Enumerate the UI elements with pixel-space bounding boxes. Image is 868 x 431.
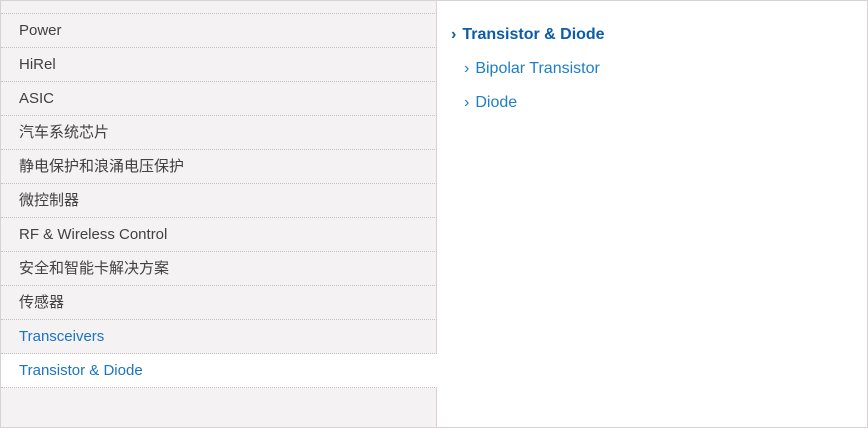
submenu-pane: › Transistor & Diode › Bipolar Transistor ›… — [437, 1, 867, 427]
left-menu-item-hirel[interactable]: HiRel — [1, 48, 437, 82]
left-menu-item-esd-surge[interactable]: 静电保护和浪涌电压保护 — [1, 150, 437, 184]
submenu-children: › Bipolar Transistor › Diode — [451, 58, 857, 113]
submenu-parent-label: Transistor & Diode — [462, 26, 605, 43]
category-left-pane: Power HiRel ASIC 汽车系统芯片 静电保护和浪涌电压保护 微控制器 RF & … — [1, 1, 437, 427]
left-pane-top-spacer — [1, 1, 437, 14]
left-menu-item-security-smartcard[interactable]: 安全和智能卡解决方案 — [1, 252, 437, 286]
submenu-child-label: Bipolar Transistor — [475, 60, 600, 77]
submenu-parent-link-transistor-diode[interactable]: › Transistor & Diode — [451, 24, 857, 45]
left-menu-item-automotive[interactable]: 汽车系统芯片 — [1, 116, 437, 150]
left-menu-item-rf-wireless[interactable]: RF & Wireless Control — [1, 218, 437, 252]
left-pane-bottom-spacer — [1, 388, 437, 427]
left-menu-item-sensors[interactable]: 传感器 — [1, 286, 437, 320]
submenu-child-label: Diode — [475, 94, 518, 111]
left-menu: Power HiRel ASIC 汽车系统芯片 静电保护和浪涌电压保护 微控制器 RF & … — [1, 14, 437, 388]
left-menu-item-transceivers[interactable]: Transceivers — [1, 320, 437, 354]
submenu-child-link-bipolar-transistor[interactable]: › Bipolar Transistor — [451, 58, 857, 79]
chevron-right-icon: › — [451, 26, 457, 43]
left-menu-item-microcontroller[interactable]: 微控制器 — [1, 184, 437, 218]
left-menu-item-power[interactable]: Power — [1, 14, 437, 48]
chevron-right-icon: › — [464, 94, 470, 111]
chevron-right-icon: › — [464, 60, 470, 77]
left-menu-item-asic[interactable]: ASIC — [1, 82, 437, 116]
left-menu-item-transistor-diode[interactable]: Transistor & Diode — [1, 354, 437, 388]
submenu-child-link-diode[interactable]: › Diode — [451, 92, 857, 113]
